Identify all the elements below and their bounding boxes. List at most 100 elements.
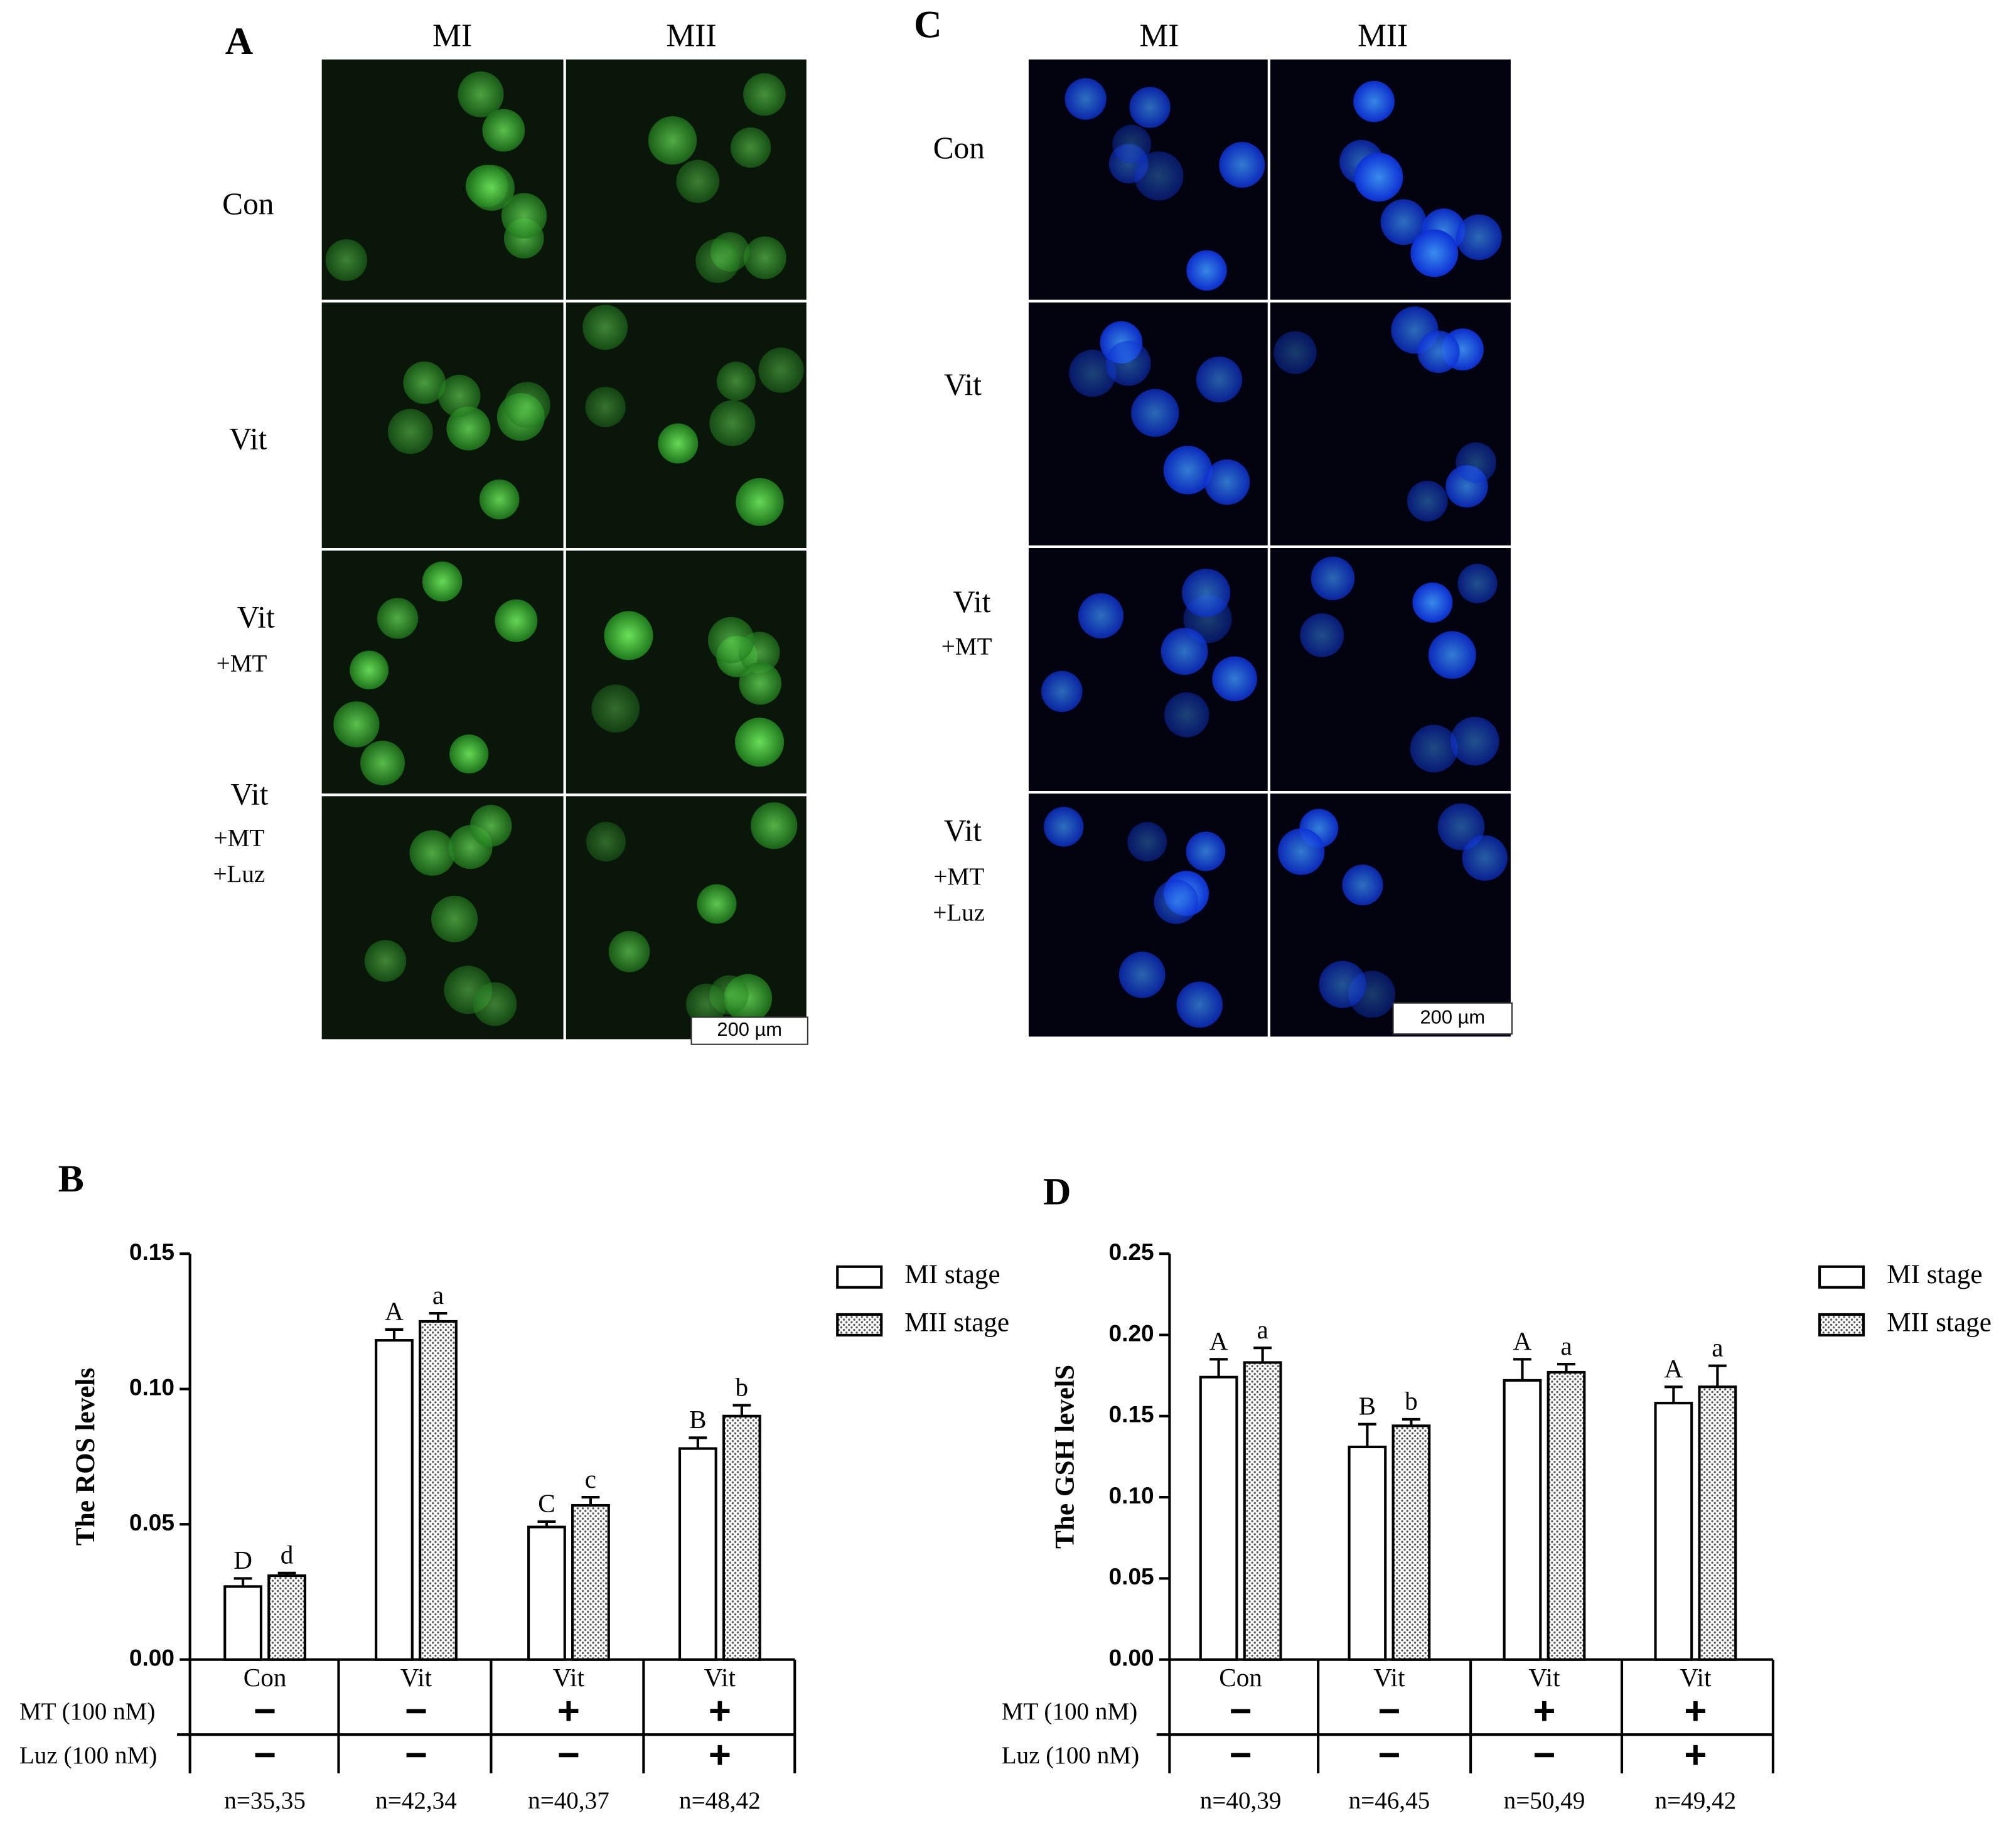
oocyte: [739, 662, 782, 705]
oocyte: [350, 650, 389, 690]
oocyte: [387, 409, 433, 454]
bar: [571, 1503, 610, 1661]
bar: [375, 1339, 414, 1661]
significance-letter: a: [1560, 1331, 1572, 1360]
row-label: Vit: [229, 422, 267, 456]
bar: [678, 1447, 717, 1661]
significance-letter: A: [1513, 1326, 1532, 1355]
oocyte: [1196, 356, 1243, 403]
significance-letter: c: [585, 1465, 596, 1493]
oocyte: [1342, 864, 1383, 906]
oocyte: [708, 616, 754, 664]
oocyte: [1154, 879, 1199, 924]
y-tick-label: 0.05: [129, 1509, 174, 1535]
y-axis-label: The ROS levels: [70, 1368, 100, 1546]
x-tick-label: Vit: [704, 1663, 736, 1692]
bar: [1503, 1379, 1542, 1661]
row-label: Luz (100 nM): [1002, 1742, 1139, 1769]
oocyte: [1163, 446, 1213, 495]
sample-size: n=50,49: [1504, 1787, 1585, 1814]
treatment-mark: −: [254, 1690, 276, 1733]
treatment-mark: +: [1684, 1690, 1707, 1733]
oocyte: [482, 109, 525, 152]
bar: [1654, 1402, 1693, 1661]
treatment-mark: +: [557, 1690, 580, 1733]
treatment-mark: −: [1230, 1690, 1252, 1733]
oocyte: [1041, 670, 1083, 712]
x-tick-label: Vit: [1680, 1663, 1712, 1692]
row-label: +Luz: [933, 900, 985, 927]
row-label: MT (100 nM): [19, 1698, 156, 1725]
oocyte: [1127, 822, 1167, 862]
oocyte: [403, 361, 446, 404]
significance-letter: B: [1359, 1391, 1376, 1420]
oocyte: [735, 718, 785, 767]
legend-swatch: [836, 1313, 883, 1336]
oocyte: [377, 598, 419, 639]
oocyte: [364, 940, 407, 982]
significance-letter: A: [1665, 1354, 1683, 1383]
significance-letter: d: [281, 1540, 294, 1569]
oocyte: [1176, 981, 1223, 1028]
oocyte: [648, 116, 697, 165]
y-tick-label: 0.00: [1109, 1645, 1154, 1671]
oocyte: [1428, 631, 1476, 679]
oocyte: [1450, 716, 1499, 766]
y-tick-label: 0.05: [1109, 1563, 1154, 1589]
oocyte: [1380, 199, 1427, 245]
sample-size: n=48,42: [679, 1787, 761, 1814]
column-header: MII: [1358, 18, 1408, 54]
bar: [267, 1574, 306, 1661]
oocyte: [1437, 803, 1485, 851]
x-tick-label: Vit: [1373, 1663, 1405, 1692]
sample-size: n=46,45: [1349, 1787, 1430, 1814]
legend-label: MII stage: [904, 1307, 1009, 1337]
bar: [722, 1414, 761, 1661]
oocyte: [360, 740, 405, 785]
oocyte: [1300, 613, 1344, 657]
oocyte: [325, 239, 368, 281]
x-tick-label: Con: [1219, 1663, 1262, 1692]
oocyte: [730, 127, 771, 168]
scale-bar-box: [690, 1016, 808, 1045]
bar: [527, 1525, 566, 1661]
x-tick-label: Vit: [553, 1663, 585, 1692]
row-label: +MT: [933, 863, 984, 890]
oocyte: [438, 375, 481, 417]
oocyte: [1456, 214, 1502, 261]
y-axis-label: The GSH levelS: [1050, 1365, 1080, 1549]
legend-label: MI stage: [904, 1259, 1000, 1289]
legend-swatch: [836, 1265, 883, 1289]
row-label: Con: [222, 186, 274, 221]
oocyte: [495, 599, 538, 642]
row-label: +Luz: [213, 861, 265, 888]
oocyte: [586, 822, 626, 862]
row-label: Vit: [944, 367, 982, 402]
panel-letter: C: [914, 3, 942, 46]
oocyte: [608, 931, 650, 972]
significance-letter: a: [432, 1281, 444, 1309]
oocyte: [716, 362, 756, 401]
oocyte: [1278, 828, 1325, 875]
oocyte: [1311, 556, 1355, 601]
oocyte: [1410, 724, 1458, 773]
oocyte: [1186, 250, 1227, 291]
sample-size: n=40,37: [528, 1787, 609, 1814]
oocyte: [1319, 960, 1366, 1008]
oocyte: [709, 400, 756, 446]
oocyte: [1212, 656, 1257, 702]
treatment-mark: +: [1533, 1690, 1555, 1733]
treatment-mark: +: [709, 1690, 731, 1733]
treatment-mark: −: [405, 1734, 427, 1777]
y-tick-label: 0.10: [1109, 1482, 1154, 1508]
oocyte: [458, 71, 504, 117]
oocyte: [658, 423, 699, 464]
scale-bar-box: [1392, 1002, 1513, 1035]
y-tick-label: 0.15: [129, 1239, 174, 1265]
row-label: +MT: [217, 650, 267, 677]
treatment-mark: +: [1684, 1734, 1707, 1777]
significance-letter: C: [538, 1489, 555, 1518]
oocyte: [1354, 153, 1403, 202]
treatment-mark: −: [557, 1734, 580, 1777]
